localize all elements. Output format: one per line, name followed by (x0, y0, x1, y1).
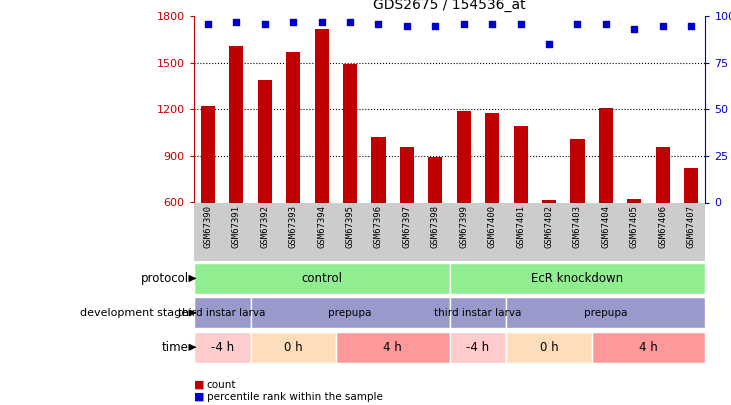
Text: GSM67404: GSM67404 (602, 205, 610, 248)
Text: GSM67396: GSM67396 (374, 205, 383, 248)
Text: GSM67394: GSM67394 (317, 205, 326, 248)
Bar (570, 139, 585, 202)
Point (287, 19, 299, 25)
Text: EcR knockdown: EcR knockdown (531, 272, 624, 285)
Bar (428, 157, 442, 202)
Text: prepupa: prepupa (328, 308, 372, 318)
Text: 0 h: 0 h (284, 341, 303, 354)
Point (543, 41, 555, 47)
Text: prepupa: prepupa (584, 308, 628, 318)
Text: time: time (162, 341, 189, 354)
Bar (599, 108, 613, 202)
Text: GSM67401: GSM67401 (516, 205, 525, 248)
Point (458, 20, 469, 27)
Bar (507, 297, 705, 328)
Bar (485, 113, 499, 202)
Text: control: control (301, 272, 342, 285)
Bar (194, 263, 450, 294)
Bar (194, 332, 251, 363)
Point (572, 20, 583, 27)
Text: GSM67395: GSM67395 (346, 205, 355, 248)
Text: ■: ■ (194, 380, 208, 390)
Text: GSM67405: GSM67405 (630, 205, 639, 248)
Text: GSM67391: GSM67391 (232, 205, 240, 248)
Bar (513, 126, 528, 202)
Bar (542, 200, 556, 202)
Text: third instar larva: third instar larva (434, 308, 522, 318)
Text: -4 h: -4 h (211, 341, 234, 354)
Title: GDS2675 / 154536_at: GDS2675 / 154536_at (374, 0, 526, 13)
Bar (627, 199, 641, 202)
Text: percentile rank within the sample: percentile rank within the sample (207, 392, 383, 402)
Bar (656, 147, 670, 202)
Bar (400, 147, 414, 202)
Text: third instar larva: third instar larva (178, 308, 266, 318)
Point (316, 19, 327, 25)
Bar (684, 168, 698, 202)
Text: GSM67403: GSM67403 (573, 205, 582, 248)
Text: GSM67398: GSM67398 (431, 205, 440, 248)
Bar (336, 332, 450, 363)
Text: ■: ■ (194, 392, 208, 402)
Point (373, 20, 385, 27)
Point (259, 20, 270, 27)
Bar (286, 52, 300, 202)
Point (430, 22, 442, 29)
Point (401, 22, 413, 29)
Text: 0 h: 0 h (539, 341, 558, 354)
Text: development stage: development stage (80, 308, 189, 318)
Bar (201, 106, 215, 202)
Bar (194, 297, 251, 328)
Bar (450, 332, 507, 363)
Bar (257, 80, 272, 202)
Point (202, 20, 213, 27)
Bar (457, 111, 471, 202)
Text: GSM67400: GSM67400 (488, 205, 496, 248)
Text: GSM67402: GSM67402 (545, 205, 553, 248)
Text: GSM67407: GSM67407 (686, 205, 696, 248)
Point (686, 22, 697, 29)
Bar (591, 332, 705, 363)
Text: GSM67392: GSM67392 (260, 205, 269, 248)
Bar (314, 29, 329, 202)
Bar (450, 297, 507, 328)
Text: GSM67390: GSM67390 (203, 205, 213, 248)
Text: GSM67393: GSM67393 (289, 205, 298, 248)
Text: GSM67397: GSM67397 (403, 205, 412, 248)
Bar (251, 332, 336, 363)
Point (230, 19, 242, 25)
Point (344, 19, 356, 25)
Text: protocol: protocol (140, 272, 189, 285)
Point (515, 20, 526, 27)
Text: -4 h: -4 h (466, 341, 490, 354)
Bar (343, 64, 357, 202)
Text: 4 h: 4 h (383, 341, 402, 354)
Point (600, 20, 612, 27)
Text: count: count (207, 380, 236, 390)
Point (657, 22, 669, 29)
Bar (230, 46, 243, 202)
Bar (507, 332, 591, 363)
Point (486, 20, 498, 27)
Bar (371, 137, 385, 202)
Point (629, 26, 640, 32)
Bar (251, 297, 450, 328)
Bar (450, 263, 705, 294)
Text: GSM67399: GSM67399 (459, 205, 469, 248)
Text: GSM67406: GSM67406 (659, 205, 667, 248)
Text: 4 h: 4 h (639, 341, 658, 354)
